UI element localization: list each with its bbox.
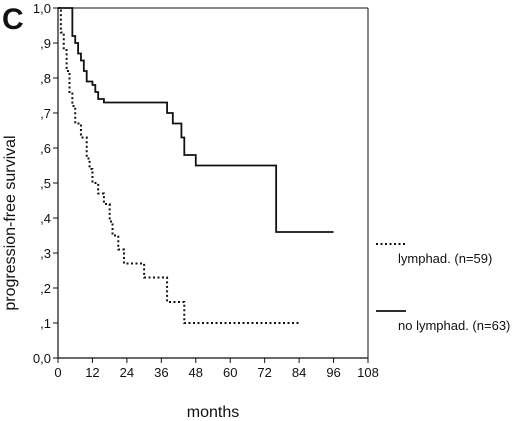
y-tick-label: ,7: [40, 106, 51, 121]
y-tick-label: 0,0: [33, 351, 51, 366]
x-tick-label: 84: [292, 365, 306, 380]
legend-label-no-lymphad: no lymphad. (n=63): [398, 318, 510, 333]
x-tick-label: 108: [357, 365, 379, 380]
legend: lymphad. (n=59) no lymphad. (n=63): [376, 243, 510, 333]
y-tick-label: ,8: [40, 71, 51, 86]
x-tick-label: 60: [223, 365, 237, 380]
y-tick-label: ,2: [40, 281, 51, 296]
survival-curves: [58, 7, 334, 324]
x-tick-label: 96: [326, 365, 340, 380]
x-axis-title: months: [187, 404, 239, 421]
legend-label-lymphad: lymphad. (n=59): [398, 251, 492, 266]
plot-area: 0 12 24 36 48 60 72 84 96 108 0,0 ,1 ,2 ,3 ,4 ,5 ,6 ,7 ,8…: [33, 1, 379, 380]
y-tick-label: ,5: [40, 176, 51, 191]
series-line-no-lymphad: [58, 7, 334, 233]
y-axis-title: progression-free survival: [2, 135, 19, 310]
x-tick-label: 48: [189, 365, 203, 380]
x-tick-label: 24: [120, 365, 134, 380]
y-tick-label: ,9: [40, 36, 51, 51]
y-tick-label: 1,0: [33, 1, 51, 16]
y-tick-label: ,3: [40, 246, 51, 261]
x-ticks: 0 12 24 36 48 60 72 84 96 108: [54, 358, 379, 380]
y-tick-label: ,1: [40, 316, 51, 331]
x-tick-label: 0: [54, 365, 61, 380]
x-tick-label: 72: [257, 365, 271, 380]
y-tick-label: ,6: [40, 141, 51, 156]
y-ticks: 0,0 ,1 ,2 ,3 ,4 ,5 ,6 ,7 ,8 ,9 1,0: [33, 1, 58, 366]
panel-label: C: [2, 3, 24, 36]
x-tick-label: 36: [154, 365, 168, 380]
series-line-lymphad: [58, 7, 300, 324]
y-tick-label: ,4: [40, 211, 51, 226]
x-tick-label: 12: [85, 365, 99, 380]
